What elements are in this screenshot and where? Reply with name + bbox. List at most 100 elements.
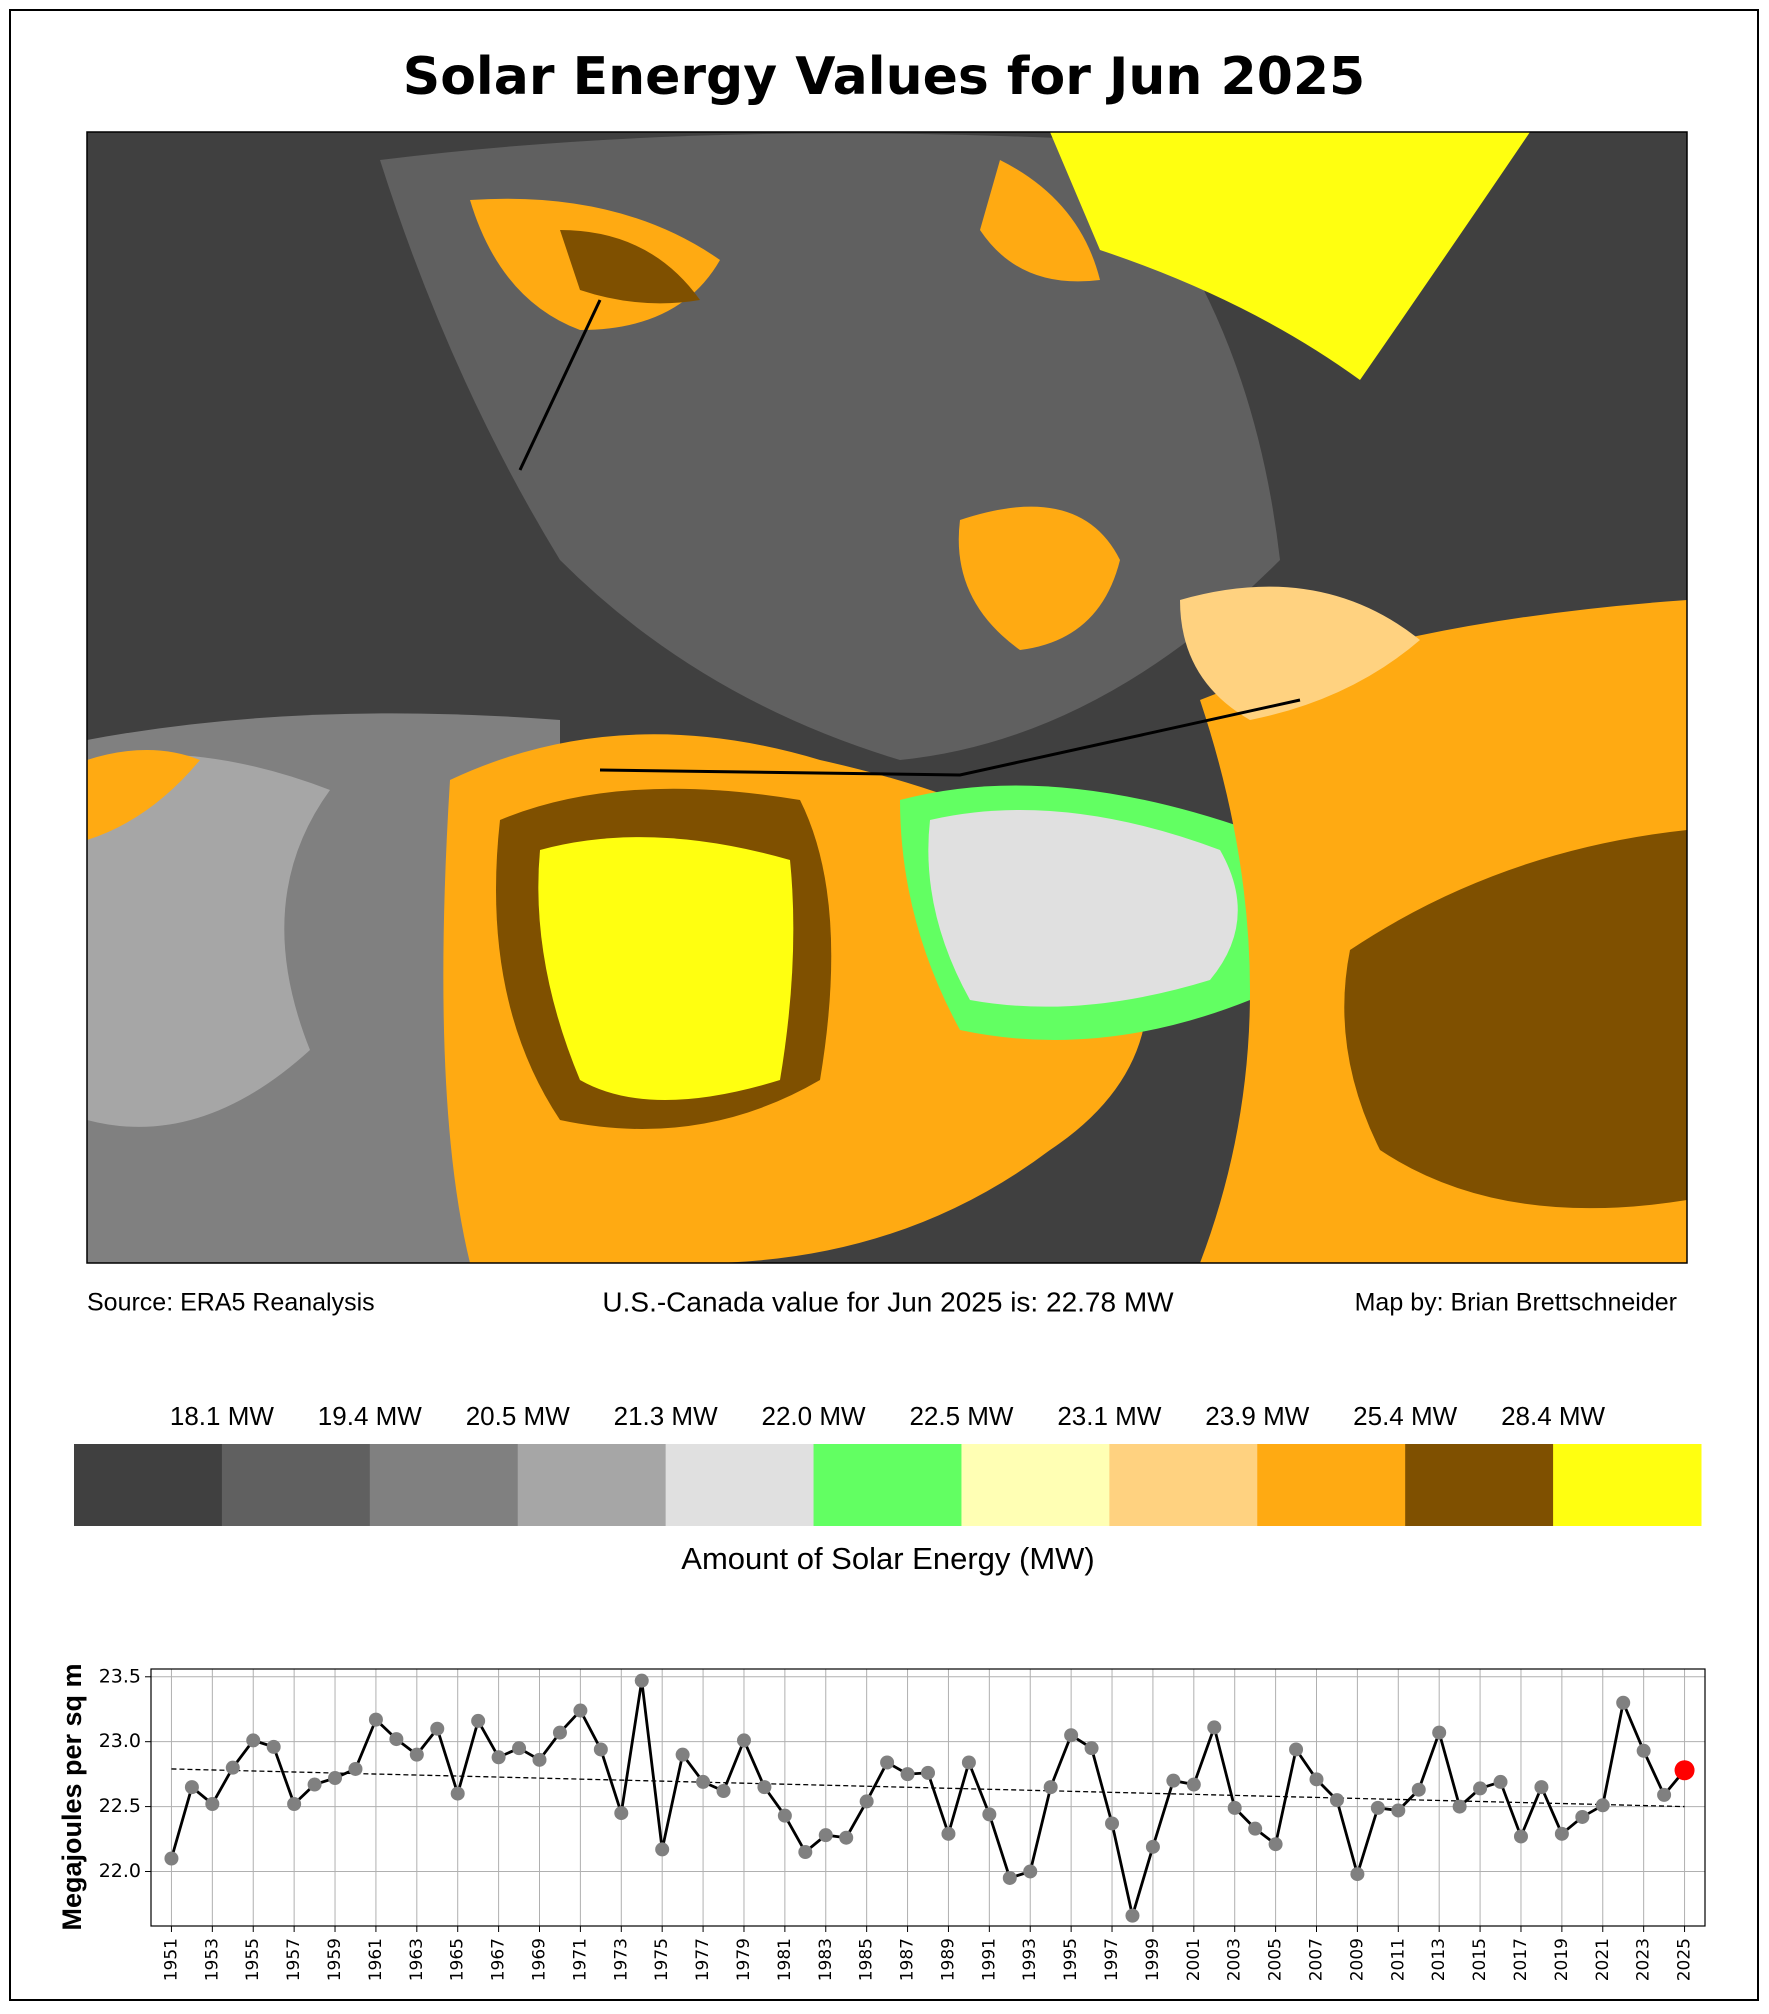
x-tick-label: 1981: [775, 1938, 795, 1981]
data-point: [757, 1780, 772, 1795]
data-point: [982, 1807, 997, 1822]
data-point: [1432, 1725, 1447, 1740]
x-tick-label: 1995: [1061, 1938, 1081, 1981]
data-point: [1207, 1720, 1222, 1735]
colorbar-swatch: [1257, 1444, 1406, 1526]
x-tick-label: 1979: [734, 1938, 754, 1981]
x-tick-label: 2001: [1184, 1938, 1204, 1981]
x-tick-label: 2021: [1593, 1938, 1613, 1981]
data-point: [614, 1806, 629, 1821]
x-tick-label: 1989: [938, 1938, 958, 1981]
y-axis-label: Megajoules per sq m: [57, 1663, 87, 1930]
data-point: [1350, 1867, 1365, 1882]
data-point: [1289, 1742, 1304, 1757]
data-point: [1309, 1772, 1324, 1787]
colorbar-swatch: [517, 1444, 667, 1526]
data-point: [164, 1851, 179, 1866]
data-point: [1023, 1864, 1038, 1879]
x-tick-label: 1985: [857, 1938, 877, 1981]
data-point: [532, 1752, 547, 1767]
x-tick-label: 1967: [489, 1938, 509, 1981]
data-point: [471, 1713, 486, 1728]
data-point: [205, 1796, 220, 1811]
colorbar-swatch: [1405, 1444, 1554, 1526]
y-tick-label: 23.5: [99, 1665, 141, 1687]
x-tick-label: 1999: [1143, 1938, 1163, 1981]
data-point: [1329, 1793, 1344, 1808]
x-tick-label: 1997: [1102, 1938, 1122, 1981]
x-tick-label: 2015: [1470, 1938, 1490, 1981]
plot-frame: [150, 1668, 1706, 1927]
y-tick-label: 23.0: [99, 1730, 141, 1752]
colorbar-tick-label: 22.5 MW: [909, 1401, 1013, 1431]
data-point: [593, 1742, 608, 1757]
data-point: [328, 1771, 343, 1786]
data-point: [1473, 1781, 1488, 1796]
x-tick-label: 2025: [1675, 1938, 1695, 1981]
data-point: [1248, 1821, 1263, 1836]
colorbar-swatch: [74, 1444, 223, 1526]
colorbar-tick-label: 23.1 MW: [1057, 1401, 1161, 1431]
trend-line: [171, 1768, 1685, 1808]
map-source: Source: ERA5 Reanalysis: [87, 1289, 375, 1317]
x-tick-label: 1969: [530, 1938, 550, 1981]
data-point: [1043, 1780, 1058, 1795]
x-tick-label: 1959: [325, 1938, 345, 1981]
data-point: [1227, 1800, 1242, 1815]
data-point: [1166, 1773, 1181, 1788]
data-point: [900, 1767, 915, 1782]
data-point: [961, 1755, 976, 1770]
colorbar-swatch: [665, 1444, 815, 1526]
x-tick-label: 1955: [243, 1938, 263, 1981]
colorbar-swatch: [1553, 1444, 1702, 1526]
x-tick-label: 1991: [979, 1938, 999, 1981]
data-point: [1534, 1780, 1549, 1795]
x-tick-label: 1971: [570, 1938, 590, 1981]
y-tick-label: 22.5: [99, 1795, 141, 1817]
data-point: [1657, 1787, 1672, 1802]
data-point: [430, 1721, 445, 1736]
x-tick-label: 2009: [1347, 1938, 1367, 1981]
data-point: [225, 1760, 240, 1775]
colorbar-swatch: [221, 1444, 371, 1526]
data-point: [1636, 1743, 1651, 1758]
colorbar-tick-label: 25.4 MW: [1353, 1401, 1457, 1431]
x-tick-label: 1953: [202, 1938, 222, 1981]
data-point: [655, 1842, 670, 1857]
x-tick-label: 1987: [898, 1938, 918, 1981]
data-point: [1513, 1829, 1528, 1844]
map-summary: U.S.-Canada value for Jun 2025 is: 22.78…: [602, 1286, 1174, 1317]
x-tick-label: 2017: [1511, 1938, 1531, 1981]
data-point: [1616, 1695, 1631, 1710]
data-point: [246, 1733, 261, 1748]
x-tick-label: 1951: [161, 1938, 181, 1981]
data-point: [1452, 1799, 1467, 1814]
x-tick-label: 2007: [1307, 1938, 1327, 1981]
data-point: [634, 1673, 649, 1688]
x-tick-label: 2011: [1388, 1938, 1408, 1981]
data-point: [880, 1755, 895, 1770]
data-point: [1268, 1837, 1283, 1852]
x-tick-label: 2019: [1552, 1938, 1572, 1981]
x-tick-label: 1963: [407, 1938, 427, 1981]
data-point: [839, 1830, 854, 1845]
data-point: [368, 1712, 383, 1727]
colorbar-swatch: [1109, 1444, 1258, 1526]
y-tick-label: 22.0: [99, 1860, 141, 1882]
x-tick-label: 2013: [1429, 1938, 1449, 1981]
data-point: [818, 1828, 833, 1843]
colorbar-tick-label: 21.3 MW: [614, 1401, 718, 1431]
data-point: [736, 1733, 751, 1748]
colorbar-swatch: [813, 1444, 962, 1526]
colorbar: 18.1 MW 19.4 MW 20.5 MW 21.3 MW 22.0 MW 22.5 …: [74, 1401, 1702, 1526]
data-point: [266, 1739, 281, 1754]
data-point: [1370, 1800, 1385, 1815]
data-point: [307, 1777, 322, 1792]
data-point: [184, 1780, 199, 1795]
data-point: [1554, 1826, 1569, 1841]
x-tick-label: 1957: [284, 1938, 304, 1981]
map-credit: Map by: Brian Brettschneider: [1355, 1289, 1677, 1317]
data-point: [287, 1796, 302, 1811]
colorbar-tick-label: 20.5 MW: [466, 1401, 570, 1431]
